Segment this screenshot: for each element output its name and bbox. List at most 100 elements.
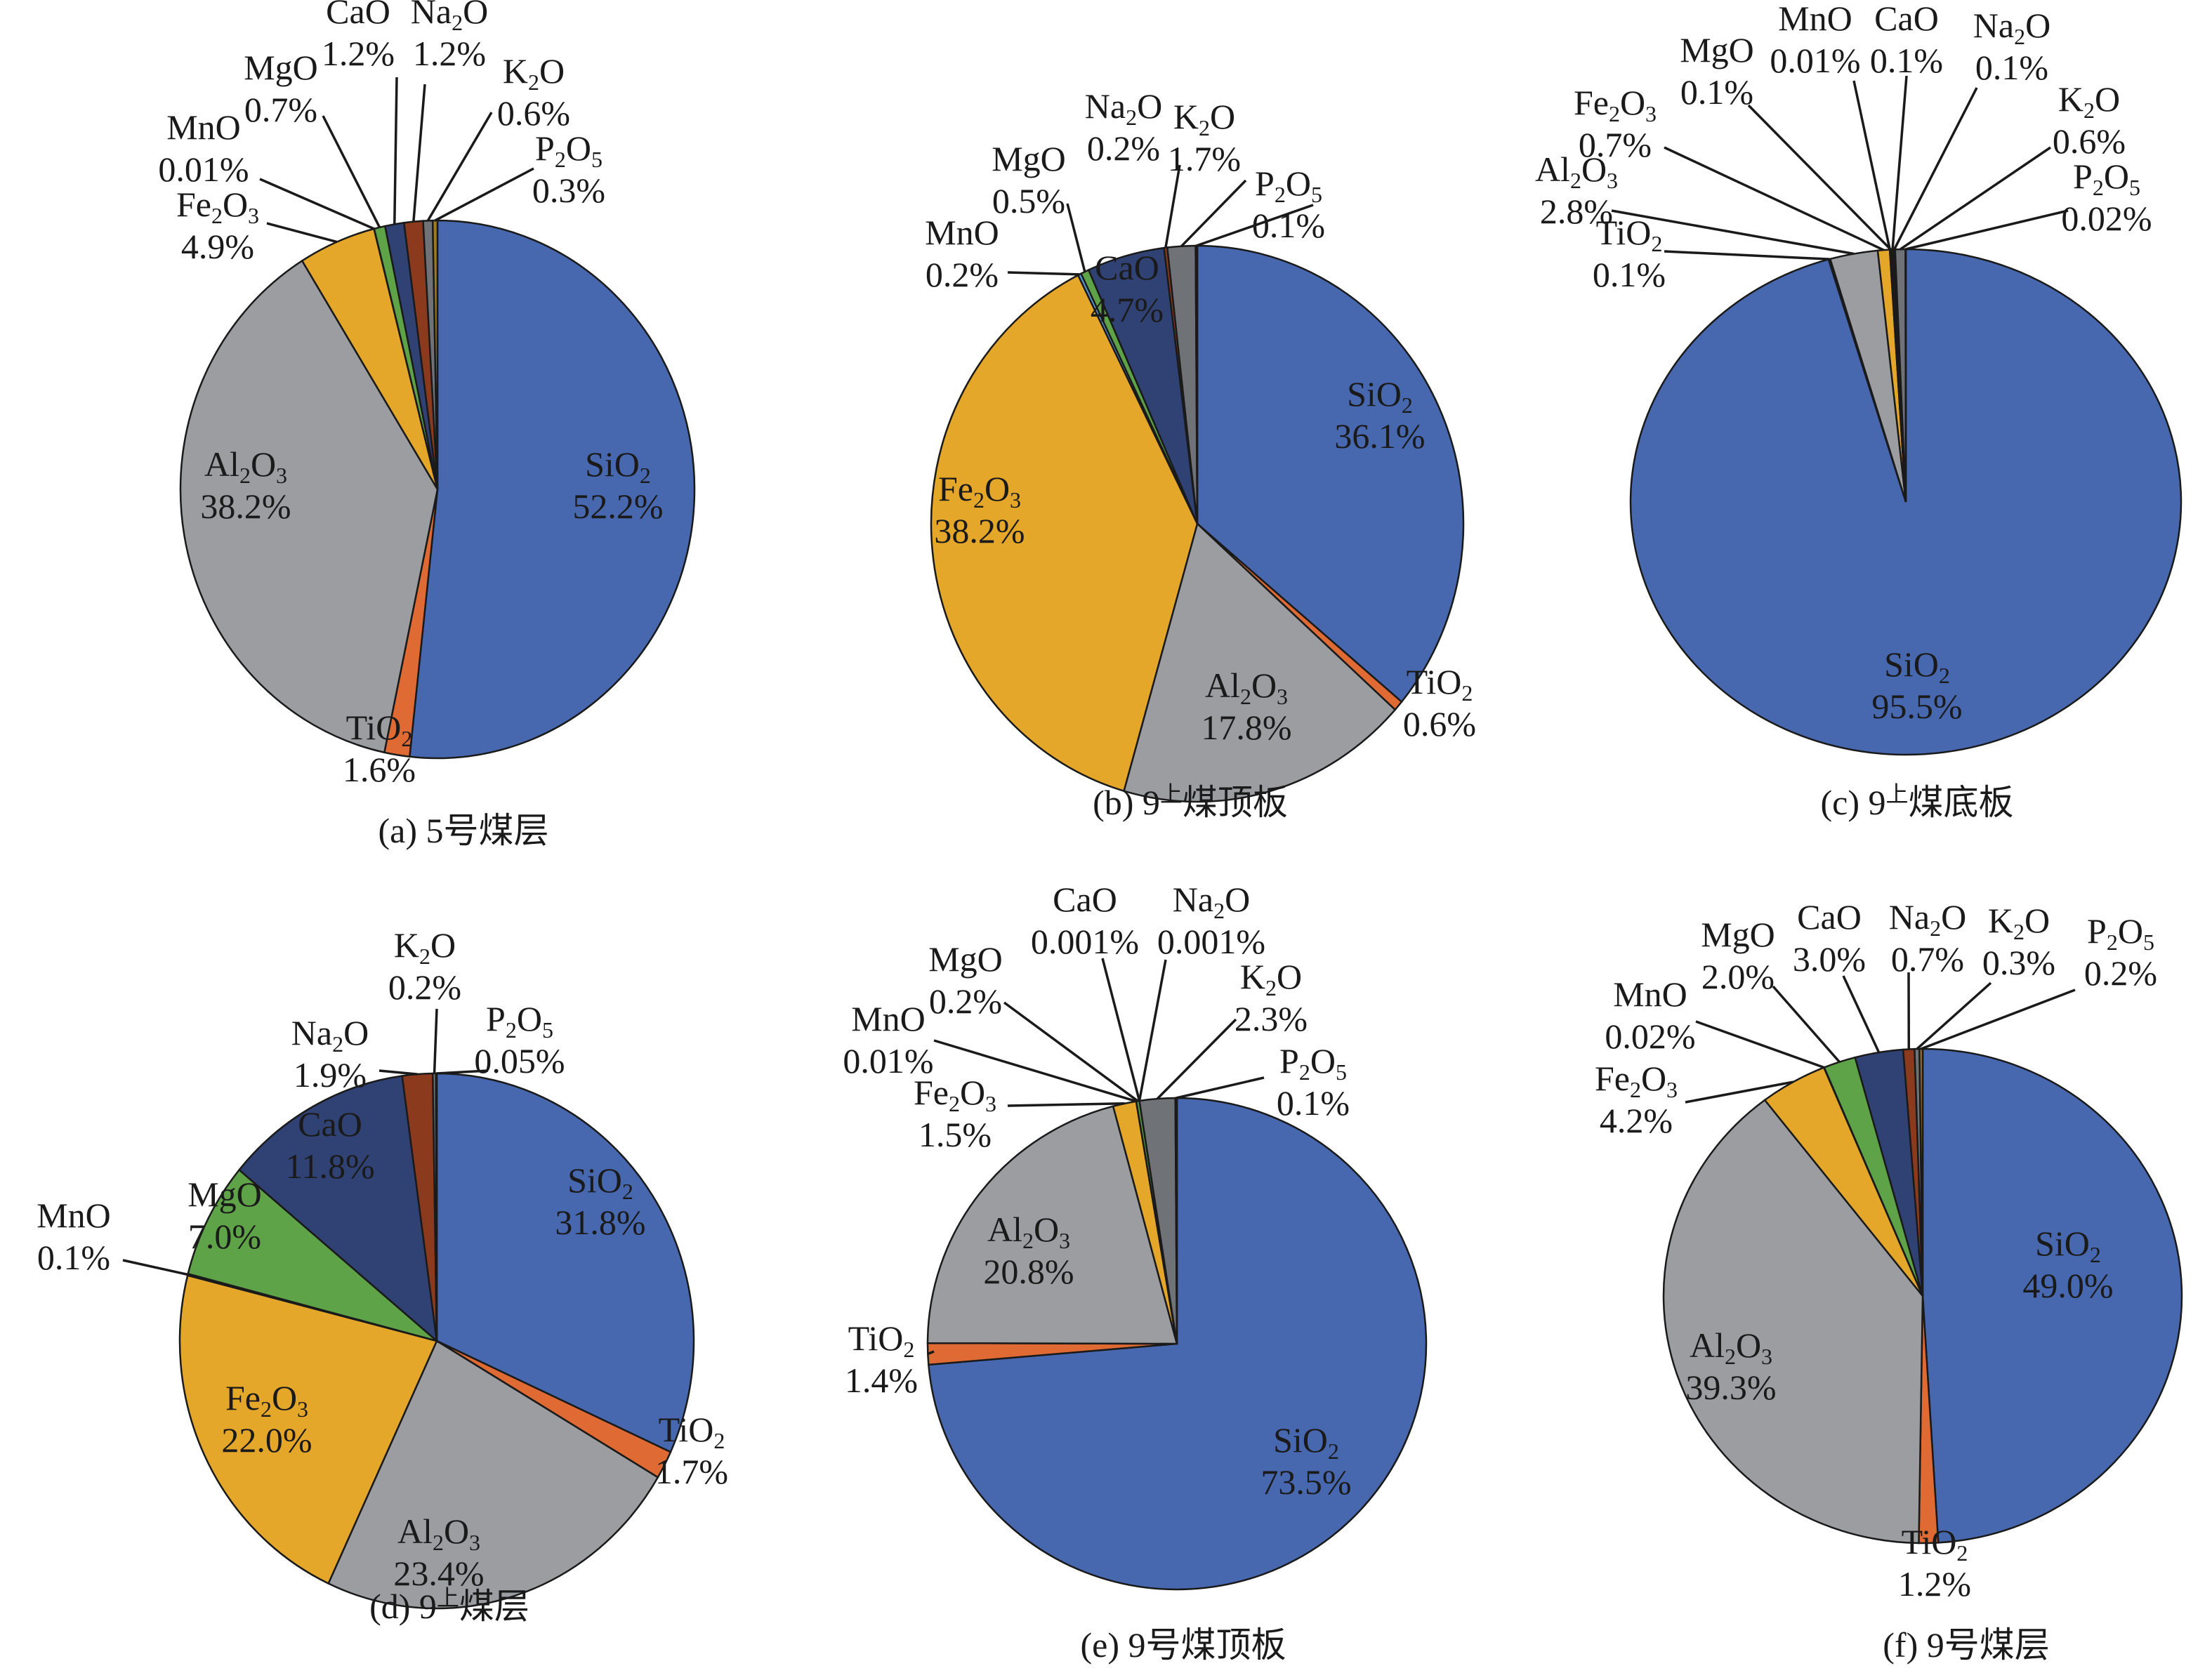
oxide-percent: 4.9% — [181, 227, 254, 266]
oxide-percent: 0.1% — [37, 1238, 110, 1277]
oxide-percent: 0.1% — [1593, 255, 1666, 294]
oxide-percent: 31.8% — [555, 1203, 645, 1242]
oxide-percent: 0.2% — [926, 255, 999, 294]
leader-line — [436, 1069, 489, 1075]
oxide-name: Al2O3 — [204, 444, 287, 488]
leader-line — [434, 167, 534, 222]
oxide-name: CaO — [326, 0, 390, 31]
oxide-name: TiO2 — [848, 1318, 915, 1362]
oxide-name: MnO — [166, 107, 241, 147]
oxide-percent: 0.01% — [1770, 41, 1860, 80]
oxide-name: MnO — [1778, 0, 1852, 38]
slice-fe2o3 — [178, 1274, 438, 1585]
oxide-percent: 3.0% — [1793, 939, 1866, 979]
oxide-name: P2O5 — [535, 128, 603, 172]
leader-line — [1921, 988, 2076, 1050]
oxide-percent: 0.1% — [1252, 206, 1325, 245]
pie-chart-f: SiO249.0%TiO21.2%Al2O339.3%Fe2O34.2%MnO0… — [1595, 897, 2183, 1665]
oxide-name: Na2O — [411, 0, 488, 35]
leader-line — [1007, 1102, 1125, 1107]
leader-line — [1747, 104, 1892, 251]
oxide-name: MgO — [1680, 30, 1754, 70]
leader-line — [1772, 985, 1841, 1063]
oxide-name: P2O5 — [1255, 164, 1322, 207]
leader-line — [122, 1259, 188, 1276]
leader-line — [393, 77, 398, 225]
leader-line — [1611, 209, 1855, 256]
slice-sio2 — [1921, 1047, 2183, 1544]
leader-line — [426, 112, 493, 222]
oxide-name: Na2O — [1889, 897, 1966, 941]
leader-line — [322, 115, 381, 228]
oxide-name: K2O — [1240, 957, 1302, 1000]
slice-al2o3 — [327, 1340, 659, 1610]
oxide-percent: 0.1% — [1277, 1083, 1350, 1123]
oxide-name: SiO2 — [1884, 644, 1950, 688]
oxide-percent: 7.0% — [188, 1217, 261, 1256]
oxide-percent: 0.6% — [497, 93, 570, 133]
oxide-name: Fe2O3 — [1574, 83, 1657, 126]
leader-line — [1156, 1018, 1237, 1100]
slice-fe2o3 — [930, 274, 1199, 793]
oxide-percent: 20.8% — [983, 1252, 1074, 1291]
oxide-percent: 0.6% — [1403, 704, 1476, 743]
oxide-percent: 0.5% — [992, 181, 1065, 220]
oxide-name: K2O — [2058, 79, 2120, 123]
oxide-percent: 1.2% — [322, 34, 395, 73]
oxide-name: Na2O — [1173, 880, 1250, 923]
oxide-percent: 4.2% — [1600, 1101, 1673, 1140]
oxide-percent: 0.05% — [474, 1041, 565, 1080]
oxide-name: MnO — [925, 213, 999, 252]
slice-mgo — [187, 1168, 437, 1342]
leader-line — [1180, 179, 1247, 247]
oxide-name: P2O5 — [2087, 911, 2154, 955]
oxide-name: P2O5 — [486, 999, 553, 1043]
oxide-percent: 0.001% — [1031, 922, 1139, 961]
oxide-percent: 0.01% — [158, 150, 249, 189]
oxide-percent: 0.1% — [1975, 48, 2048, 87]
oxide-name: P2O5 — [2073, 157, 2140, 200]
oxide-name: TiO2 — [1596, 213, 1663, 256]
oxide-name: TiO2 — [659, 1410, 725, 1453]
oxide-percent: 0.2% — [388, 967, 461, 1007]
oxide-percent: 2.8% — [1540, 192, 1613, 231]
oxide-name: Fe2O3 — [225, 1378, 308, 1422]
slice-al2o3 — [1662, 1099, 1924, 1545]
leader-line — [1891, 75, 1908, 250]
leader-line — [1196, 204, 1314, 247]
oxide-name: MgO — [928, 939, 1003, 979]
pie-chart-a: SiO252.2%TiO21.6%Al2O338.2%Fe2O34.9%MnO0… — [158, 0, 696, 850]
oxide-percent: 22.0% — [221, 1420, 312, 1460]
leader-line — [1138, 959, 1167, 1102]
oxide-percent: 0.6% — [2053, 121, 2126, 161]
oxide-name: CaO — [1053, 880, 1117, 919]
oxide-percent: 2.3% — [1235, 999, 1308, 1038]
oxide-name: Al2O3 — [1205, 666, 1288, 709]
oxide-percent: 1.4% — [845, 1361, 918, 1400]
oxide-percent: 1.2% — [1898, 1564, 1971, 1603]
oxide-name: MgO — [1701, 915, 1775, 954]
oxide-name: Na2O — [291, 1013, 369, 1057]
